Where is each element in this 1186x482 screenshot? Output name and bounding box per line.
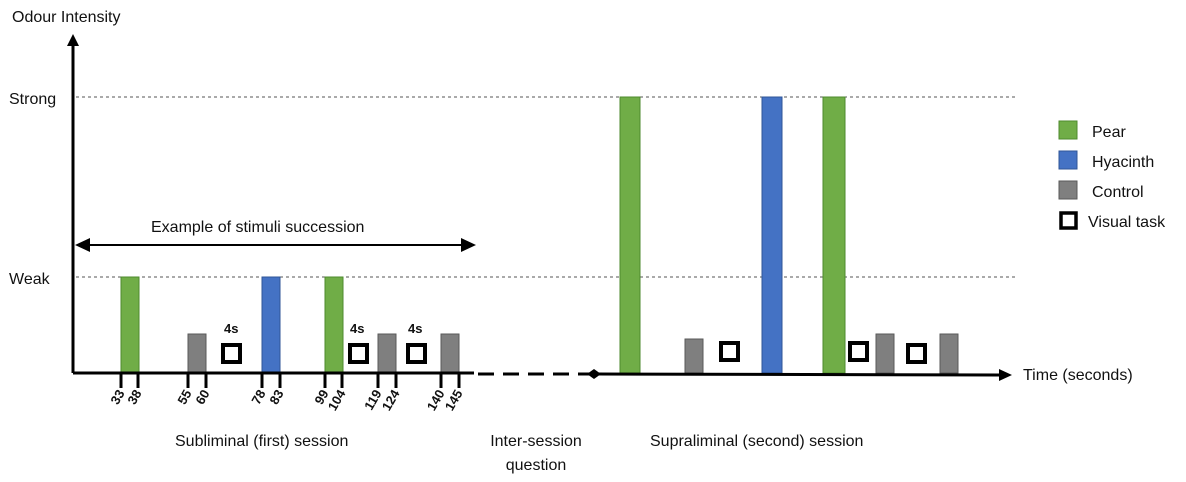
bar-hyacinth-strong xyxy=(761,96,783,374)
tick-label: 60 xyxy=(192,387,212,407)
y-axis-arrowhead xyxy=(67,34,79,46)
bar-control-strong-2 xyxy=(875,333,895,374)
y-axis-label: Odour Intensity xyxy=(12,9,121,26)
x-axis-label: Time (seconds) xyxy=(1023,367,1133,384)
visual-task-square xyxy=(848,341,869,362)
tick-label: 55 xyxy=(174,387,194,407)
bar-pear-33-38 xyxy=(120,276,140,374)
legend-label-visual-task: Visual task xyxy=(1088,214,1166,231)
x-axis-break-diamond xyxy=(587,369,601,379)
succession-arrowhead-right xyxy=(461,238,476,252)
bar-pear-99-104 xyxy=(324,276,344,374)
visual-task-duration: 4s xyxy=(224,321,238,336)
visual-task-square xyxy=(348,343,369,364)
level-label-strong: Strong xyxy=(9,91,56,108)
tick-label: 83 xyxy=(266,387,286,407)
legend-label-pear: Pear xyxy=(1092,124,1126,141)
visual-task-square xyxy=(406,343,427,364)
bar-control-strong-3 xyxy=(939,333,959,374)
succession-arrowhead-left xyxy=(75,238,90,252)
bar-control-119-124 xyxy=(377,333,397,374)
tick-marks xyxy=(119,373,461,388)
tick-label: 99 xyxy=(311,387,331,407)
succession-label: Example of stimuli succession xyxy=(151,219,364,236)
visual-task-square xyxy=(221,343,242,364)
legend-swatch-control xyxy=(1058,180,1078,200)
legend: Pear Hyacinth Control Visual task xyxy=(1058,120,1166,231)
level-label-weak: Weak xyxy=(9,271,51,288)
legend-swatch-pear xyxy=(1058,120,1078,140)
bar-control-140-145 xyxy=(440,333,460,374)
bar-hyacinth-78-83 xyxy=(261,276,281,374)
tick-label: 33 xyxy=(107,387,127,407)
bar-pear-strong-1 xyxy=(619,96,641,374)
inter-session-label-line1: Inter-session xyxy=(490,433,582,450)
tick-label: 38 xyxy=(124,387,144,407)
x-axis-arrowhead xyxy=(999,369,1012,381)
stimulus-bars xyxy=(120,96,959,374)
tick-label: 104 xyxy=(325,386,349,413)
tick-label: 145 xyxy=(442,387,466,413)
bar-control-55-60 xyxy=(187,333,207,374)
visual-task-square xyxy=(906,343,927,364)
x-axis-second-segment xyxy=(596,372,1001,377)
bar-pear-strong-2 xyxy=(822,96,846,374)
tick-labels: 33 38 55 60 78 83 99 104 119 124 140 145 xyxy=(107,386,465,413)
tick-label: 124 xyxy=(379,386,403,413)
second-session-label: Supraliminal (second) session xyxy=(650,433,863,450)
legend-label-hyacinth: Hyacinth xyxy=(1092,154,1154,171)
legend-swatch-visual-task xyxy=(1059,211,1078,230)
visual-tasks xyxy=(221,341,927,364)
legend-label-control: Control xyxy=(1092,184,1144,201)
visual-task-duration: 4s xyxy=(350,321,364,336)
legend-swatch-hyacinth xyxy=(1058,150,1078,170)
first-session-label: Subliminal (first) session xyxy=(175,433,348,450)
visual-task-square xyxy=(719,341,740,362)
visual-task-duration: 4s xyxy=(408,321,422,336)
inter-session-label-line2: question xyxy=(506,457,567,474)
bar-control-strong-1 xyxy=(684,338,704,374)
tick-label: 78 xyxy=(248,387,268,407)
